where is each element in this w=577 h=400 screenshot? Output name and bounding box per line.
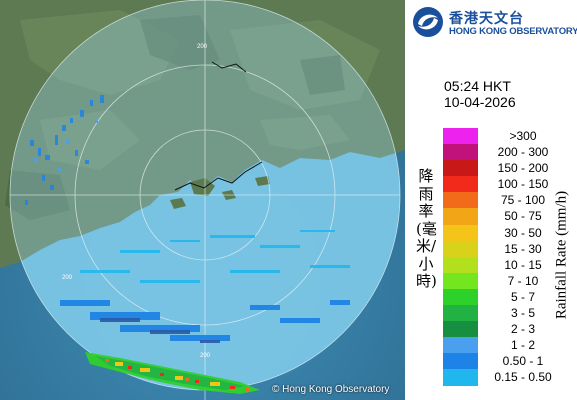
legend-row: 100 - 150 bbox=[443, 176, 563, 193]
legend-row: 30 - 50 bbox=[443, 224, 563, 241]
rain-echoes bbox=[25, 95, 350, 394]
legend-swatch bbox=[443, 224, 478, 241]
radar-map: 200 200 200 bbox=[0, 0, 405, 400]
legend-row: 10 - 15 bbox=[443, 256, 563, 273]
legend-label: 15 - 30 bbox=[504, 241, 542, 256]
hko-swirl-emblem-icon bbox=[413, 7, 443, 37]
legend-label: 30 - 50 bbox=[504, 225, 542, 240]
legend-swatch bbox=[443, 369, 478, 386]
legend-row: 15 - 30 bbox=[443, 240, 563, 257]
legend-label: 7 - 10 bbox=[507, 273, 539, 288]
legend-row: 150 - 200 bbox=[443, 160, 563, 177]
legend-swatch bbox=[443, 144, 478, 161]
range-ring-label-bottom: 200 bbox=[200, 353, 211, 359]
legend-row: 0.50 - 1 bbox=[443, 353, 563, 370]
range-ring-label-left: 200 bbox=[62, 275, 73, 281]
legend-label: 2 - 3 bbox=[510, 322, 535, 337]
legend-label: 100 - 150 bbox=[497, 177, 549, 192]
legend-swatch bbox=[443, 305, 478, 322]
legend-label: 50 - 75 bbox=[504, 209, 542, 224]
map-credit: © Hong Kong Observatory bbox=[272, 384, 390, 395]
legend-label: 3 - 5 bbox=[510, 306, 535, 321]
land-texture bbox=[20, 10, 380, 170]
timestamp-time: 05:24 HKT bbox=[444, 78, 511, 94]
legend-swatch bbox=[443, 288, 478, 306]
legend-label: 200 - 300 bbox=[497, 145, 549, 160]
legend-swatch bbox=[443, 353, 478, 370]
logo-name-zh: 香港天文台 bbox=[449, 11, 524, 27]
radar-map-canvas: 200 200 200 bbox=[0, 0, 405, 400]
land-shadow bbox=[5, 15, 345, 220]
legend-swatch bbox=[443, 160, 478, 177]
legend-label: 1 - 2 bbox=[510, 338, 535, 353]
legend-label: >300 bbox=[509, 129, 537, 143]
legend-swatch bbox=[443, 337, 478, 354]
legend-row: 200 - 300 bbox=[443, 144, 563, 161]
legend-label: 5 - 7 bbox=[510, 289, 535, 304]
legend-swatch bbox=[443, 176, 478, 193]
legend-row: 1 - 2 bbox=[443, 337, 563, 354]
legend-row: 3 - 5 bbox=[443, 305, 563, 322]
legend-swatch bbox=[443, 272, 478, 289]
legend-row: 50 - 75 bbox=[443, 208, 563, 225]
legend-swatch bbox=[443, 256, 478, 273]
legend-row: 7 - 10 bbox=[443, 272, 563, 289]
logo-name-en: HONG KONG OBSERVATORY bbox=[449, 26, 577, 37]
side-panel bbox=[405, 0, 577, 400]
legend-label: 0.50 - 1 bbox=[502, 354, 544, 369]
legend-row: 0.15 - 0.50 bbox=[443, 369, 563, 386]
legend-title-zh: 降雨率(毫米/小時) bbox=[416, 167, 437, 290]
range-ring-label-top: 200 bbox=[197, 44, 208, 50]
legend-label: 10 - 15 bbox=[504, 257, 542, 272]
legend-row: 2 - 3 bbox=[443, 321, 563, 338]
timestamp-date: 10-04-2026 bbox=[444, 94, 516, 110]
rainfall-legend: >300 200 - 300 150 - 200 100 - 150 75 - 100 5… bbox=[443, 128, 563, 386]
legend-label: 0.15 - 0.50 bbox=[494, 370, 552, 385]
legend-label: 150 - 200 bbox=[497, 161, 549, 176]
coastline bbox=[174, 61, 263, 191]
legend-row: >300 bbox=[443, 128, 563, 145]
legend-swatch bbox=[443, 208, 478, 225]
legend-swatch bbox=[443, 321, 478, 338]
legend-row: 5 - 7 bbox=[443, 288, 563, 306]
legend-label: 75 - 100 bbox=[500, 193, 546, 208]
hko-logo: 香港天文台 HONG KONG OBSERVATORY bbox=[412, 6, 577, 40]
legend-swatch bbox=[443, 128, 478, 145]
legend-row: 75 - 100 bbox=[443, 192, 563, 209]
legend-swatch bbox=[443, 240, 478, 257]
legend-swatch bbox=[443, 192, 478, 209]
